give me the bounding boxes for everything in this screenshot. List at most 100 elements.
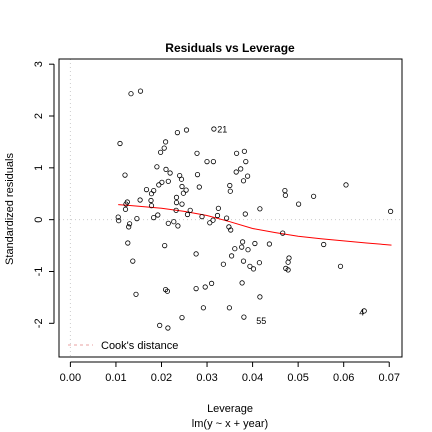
data-point [227, 182, 233, 189]
data-point [173, 207, 179, 213]
data-point [165, 178, 171, 184]
data-point [226, 305, 232, 311]
data-point [215, 205, 221, 211]
data-point [229, 253, 235, 259]
data-point [310, 193, 317, 199]
data-point [199, 214, 205, 220]
data-point [204, 159, 210, 165]
data-point [179, 183, 185, 190]
y-axis-label: Standardized residuals [4, 153, 16, 265]
data-point [184, 211, 191, 218]
data-point [167, 170, 173, 176]
data-point [256, 260, 262, 266]
point-label: 55 [256, 316, 266, 326]
data-point [151, 188, 157, 194]
data-point [214, 212, 221, 219]
data-point [127, 221, 133, 227]
data-point [158, 149, 164, 155]
plot-frame [58, 58, 403, 358]
data-point [245, 247, 251, 253]
data-point [193, 251, 199, 257]
x-axis: 0.00 0.01 0.02 0.03 0.04 0.05 0.06 0.07 [60, 361, 400, 384]
data-point [134, 216, 140, 222]
x-tick-label: 0.01 [105, 372, 126, 384]
data-point [117, 140, 123, 147]
data-point [207, 220, 213, 226]
chart-title: Residuals vs Leverage [165, 41, 295, 55]
data-point [165, 325, 171, 331]
x-tick-label: 0.03 [196, 372, 217, 384]
data-point [194, 150, 200, 156]
data-point [148, 197, 154, 204]
data-point [128, 91, 134, 97]
data-point [155, 212, 161, 218]
data-point [232, 246, 238, 252]
data-point [239, 280, 245, 286]
y-tick-label: 2 [33, 113, 45, 119]
data-point [337, 263, 344, 269]
data-point [162, 243, 168, 249]
points-layer [115, 88, 394, 331]
data-point [164, 288, 170, 294]
data-point [151, 215, 157, 221]
data-point [174, 130, 180, 136]
y-tick-label: 1 [33, 165, 45, 171]
data-point [187, 207, 193, 213]
data-point [125, 240, 131, 246]
data-point [123, 201, 129, 207]
data-point [240, 178, 247, 184]
data-point [148, 203, 155, 209]
x-axis-label: Leverage [207, 403, 253, 415]
data-point [161, 145, 167, 151]
data-point [163, 139, 169, 145]
data-point [243, 159, 249, 165]
data-point [257, 206, 263, 212]
data-point [220, 261, 226, 267]
data-point [179, 201, 185, 207]
data-point [387, 208, 394, 214]
data-point [210, 217, 216, 223]
data-point [282, 192, 288, 198]
data-point [193, 285, 199, 292]
data-point [234, 150, 240, 156]
x-tick-label: 0.05 [287, 372, 308, 384]
data-point [143, 187, 150, 193]
data-point [179, 314, 185, 321]
point-label: 4 [359, 307, 364, 317]
smooth-line [118, 204, 392, 246]
data-point [250, 266, 257, 272]
legend-label: Cook's distance [101, 340, 178, 352]
point-label: 21 [217, 125, 227, 135]
data-point [157, 322, 163, 328]
data-point [122, 172, 128, 178]
y-tick-label: -2 [33, 318, 45, 328]
data-point [202, 284, 208, 290]
data-point [165, 220, 171, 226]
data-point [252, 240, 258, 247]
data-point [228, 227, 234, 233]
data-point [175, 223, 181, 229]
x-tick-label: 0.02 [151, 372, 172, 384]
data-point [126, 224, 132, 230]
data-point [183, 187, 189, 193]
data-point [282, 188, 288, 194]
data-point [137, 197, 143, 203]
data-point [233, 169, 239, 175]
data-point [133, 291, 139, 297]
data-point [196, 184, 202, 190]
data-point [285, 259, 291, 265]
y-tick-label: 3 [33, 61, 45, 67]
model-formula: lm(y ~ x + year) [192, 418, 268, 430]
data-point [321, 241, 327, 248]
data-point [156, 182, 162, 188]
data-point [200, 305, 206, 311]
data-point [211, 126, 217, 132]
data-point [180, 190, 186, 196]
data-point [178, 176, 185, 182]
reference-lines [59, 59, 402, 357]
data-point [240, 239, 246, 245]
y-tick-label: -1 [33, 267, 45, 277]
data-point [115, 214, 121, 220]
data-point [257, 294, 263, 300]
